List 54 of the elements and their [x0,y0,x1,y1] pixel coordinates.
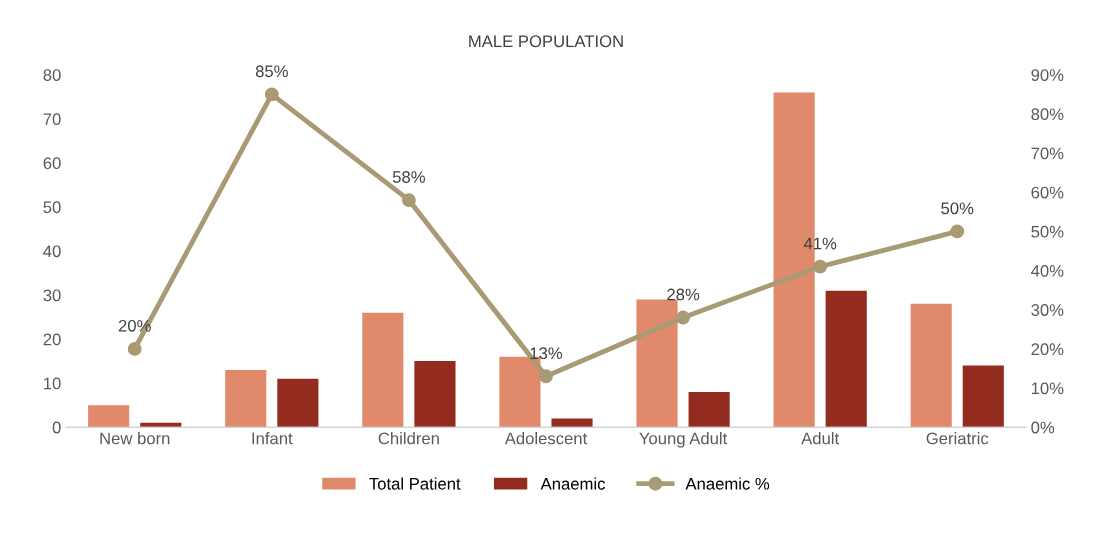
y-tick-label: 20 [43,333,61,346]
y2-tick-label: 20% [1031,343,1064,356]
point [264,87,279,102]
x-tick-label: New born [100,432,170,445]
x-tick-label: Geriatric [926,432,989,445]
legend-label: Anaemic [540,477,606,490]
data-label: 58% [392,171,425,183]
y2-tick-label: 30% [1031,304,1064,316]
legend-label: Anaemic % [685,477,770,490]
y2-tick-label: 50% [1031,225,1064,238]
y2-tick-label: 0% [1031,421,1055,434]
y-tick-label: 30 [43,289,61,302]
legend-label: Total Patient [369,477,461,490]
point [401,193,416,208]
bar [636,299,678,428]
y2-tick-label: 90% [1031,69,1064,81]
y2-tick-label: 70% [1031,147,1064,160]
bar [962,365,1004,428]
bar [414,361,456,428]
y2-tick-label: 80% [1031,108,1064,121]
bar [140,422,182,428]
point [676,310,691,325]
x-tick-label: Children [378,432,439,445]
y-tick-label: 40 [43,245,61,258]
bar [910,303,952,428]
x-tick-label: Young Adult [639,432,728,448]
chart-title: MALE POPULATION [469,35,623,48]
y-tick-label: 70 [43,113,61,126]
y-tick-label: 80 [43,69,61,81]
x-tick-label: Infant [252,432,293,445]
data-label: 28% [667,288,700,301]
bar [225,369,267,428]
bar [688,391,730,428]
bar [551,418,593,428]
point [127,341,142,356]
bar [277,378,319,428]
x-tick-label: Adolescent [504,432,588,445]
x-tick-label: Adult [801,432,840,445]
data-label: 85% [255,65,288,78]
point [950,224,965,239]
bar [88,405,130,428]
y2-tick-label: 60% [1031,186,1064,199]
y-tick-label: 50 [43,201,61,214]
data-label: 13% [530,347,563,360]
data-label: 50% [941,202,974,215]
point [539,369,553,384]
y-tick-label: 0 [52,421,61,434]
point [813,259,828,274]
bar [825,290,867,428]
y2-tick-label: 40% [1031,264,1064,277]
y2-tick-label: 10% [1031,382,1064,395]
bar [362,312,404,428]
y-tick-label: 60 [43,157,61,170]
y-tick-label: 10 [44,377,61,390]
